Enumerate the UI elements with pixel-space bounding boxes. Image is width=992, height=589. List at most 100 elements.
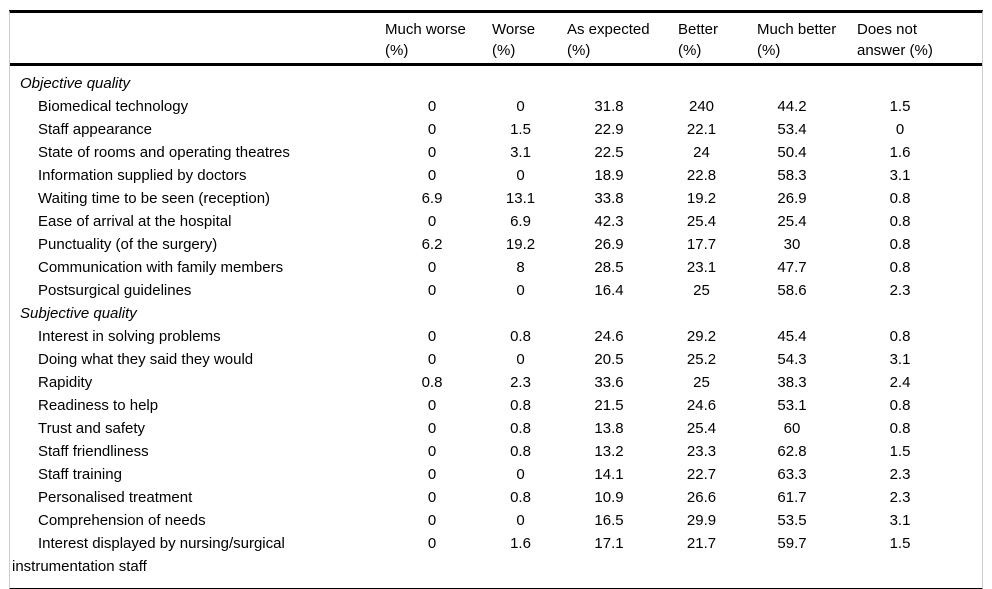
section-title: Subjective quality xyxy=(20,305,137,322)
cell-value: 50.4 xyxy=(777,144,807,161)
cell-value: 62.8 xyxy=(777,443,807,460)
cell-value: 53.5 xyxy=(777,512,807,529)
cell-value: 0 xyxy=(427,535,437,552)
cell-value: 0 xyxy=(427,282,437,299)
cell-value: 0 xyxy=(427,121,437,138)
cell-value: 0 xyxy=(895,121,905,138)
cell-value: 0 xyxy=(427,167,437,184)
row-label: Punctuality (of the surgery) xyxy=(38,236,218,253)
filler-cell xyxy=(953,486,982,509)
cell-value: 0.8 xyxy=(889,328,911,345)
cell-value: 0 xyxy=(427,420,437,437)
row-label: Communication with family members xyxy=(38,259,284,276)
cell-value: 1.6 xyxy=(889,144,911,161)
cell-value: 24 xyxy=(693,144,710,161)
filler-cell xyxy=(953,210,982,233)
cell-value: 60 xyxy=(783,420,801,437)
table-header: Much worse (%) Worse (%) As expected (%)… xyxy=(10,13,982,66)
cell-value: 26.9 xyxy=(594,236,624,253)
cell-value: 19.2 xyxy=(686,190,717,207)
cell-value: 47.7 xyxy=(777,259,807,276)
filler-cell xyxy=(953,440,982,463)
row-label: Information supplied by doctors xyxy=(38,167,247,184)
cell-value: 18.9 xyxy=(594,167,624,184)
paper-table-frame: Much worse (%) Worse (%) As expected (%)… xyxy=(9,10,983,589)
table-row: Communication with family members 0 8 28.5 2… xyxy=(10,256,982,279)
cell-value: 22.5 xyxy=(594,144,624,161)
section-title: Objective quality xyxy=(20,75,131,92)
cell-value: 0 xyxy=(516,282,525,299)
row-label: Trust and safety xyxy=(38,420,145,437)
filler-cell xyxy=(953,417,982,440)
filler-cell xyxy=(953,325,982,348)
cell-value: 24.6 xyxy=(594,328,624,345)
cell-value: 59.7 xyxy=(777,535,807,552)
table-row: Ease of arrival at the hospital 0 6.9 42.3 2… xyxy=(10,210,982,233)
cell-value: 22.7 xyxy=(686,466,717,483)
filler-cell xyxy=(953,394,982,417)
cell-value: 26.6 xyxy=(686,489,717,506)
row-label: Waiting time to be seen (reception) xyxy=(38,190,271,207)
filler-cell xyxy=(953,532,982,588)
cell-value: 45.4 xyxy=(777,328,807,345)
cell-value: 23.3 xyxy=(686,443,717,460)
cell-value: 0.8 xyxy=(889,259,911,276)
table-row: Staff friendliness 0 0.8 13.2 23.3 62.8 1.5 xyxy=(10,440,982,463)
cell-value: 3.1 xyxy=(889,512,911,529)
cell-value: 0.8 xyxy=(421,374,443,391)
row-label: State of rooms and operating theatres xyxy=(38,144,290,161)
cell-value: 21.5 xyxy=(594,397,624,414)
cell-value: 0 xyxy=(516,466,525,483)
cell-value: 0.8 xyxy=(889,420,911,437)
filler-cell xyxy=(953,256,982,279)
cell-value: 53.1 xyxy=(777,397,807,414)
cell-value: 0 xyxy=(427,351,437,368)
cell-value: 42.3 xyxy=(594,213,624,230)
row-label: Staff training xyxy=(38,466,122,483)
filler-cell xyxy=(953,463,982,486)
row-label: Rapidity xyxy=(38,374,93,391)
row-label: Staff appearance xyxy=(38,121,152,138)
cell-value: 20.5 xyxy=(594,351,624,368)
cell-value: 1.6 xyxy=(510,535,531,552)
cell-value: 14.1 xyxy=(594,466,624,483)
cell-value: 19.2 xyxy=(505,236,536,253)
cell-value: 0.8 xyxy=(510,328,531,345)
cell-value: 240 xyxy=(688,98,715,115)
row-label: Interest displayed by nursing/surgical i… xyxy=(12,535,285,575)
cell-value: 58.6 xyxy=(777,282,807,299)
cell-value: 2.3 xyxy=(889,282,911,299)
cell-value: 22.8 xyxy=(686,167,717,184)
cell-value: 13.8 xyxy=(594,420,624,437)
cell-value: 0 xyxy=(516,98,525,115)
cell-value: 2.4 xyxy=(889,374,911,391)
header-row: Much worse (%) Worse (%) As expected (%)… xyxy=(10,13,982,66)
cell-value: 21.7 xyxy=(686,535,717,552)
cell-value: 17.1 xyxy=(594,535,624,552)
cell-value: 3.1 xyxy=(889,351,911,368)
cell-value: 25 xyxy=(693,282,710,299)
cell-value: 1.5 xyxy=(510,121,531,138)
cell-value: 0 xyxy=(516,351,525,368)
header-better: Better (%) xyxy=(666,13,737,66)
table-row: Comprehension of needs 0 0 16.5 29.9 53.5 3.1 xyxy=(10,509,982,532)
table-row: Interest in solving problems 0 0.8 24.6 29.2… xyxy=(10,325,982,348)
cell-value: 0.8 xyxy=(510,443,531,460)
filler-cell xyxy=(953,141,982,164)
cell-value: 13.2 xyxy=(594,443,624,460)
cell-value: 54.3 xyxy=(777,351,807,368)
cell-value: 23.1 xyxy=(686,259,717,276)
cell-value: 16.4 xyxy=(594,282,624,299)
row-label: Personalised treatment xyxy=(38,489,193,506)
table-row: Interest displayed by nursing/surgical i… xyxy=(10,532,982,588)
cell-value: 0.8 xyxy=(510,489,531,506)
header-filler xyxy=(953,13,982,66)
cell-value: 0 xyxy=(516,167,525,184)
cell-value: 61.7 xyxy=(777,489,807,506)
cell-value: 38.3 xyxy=(777,374,807,391)
cell-value: 1.5 xyxy=(889,443,911,460)
table-row: Personalised treatment 0 0.8 10.9 26.6 61.7 2.… xyxy=(10,486,982,509)
filler-cell xyxy=(953,233,982,256)
row-label: Interest in solving problems xyxy=(38,328,221,345)
cell-value: 13.1 xyxy=(505,190,536,207)
